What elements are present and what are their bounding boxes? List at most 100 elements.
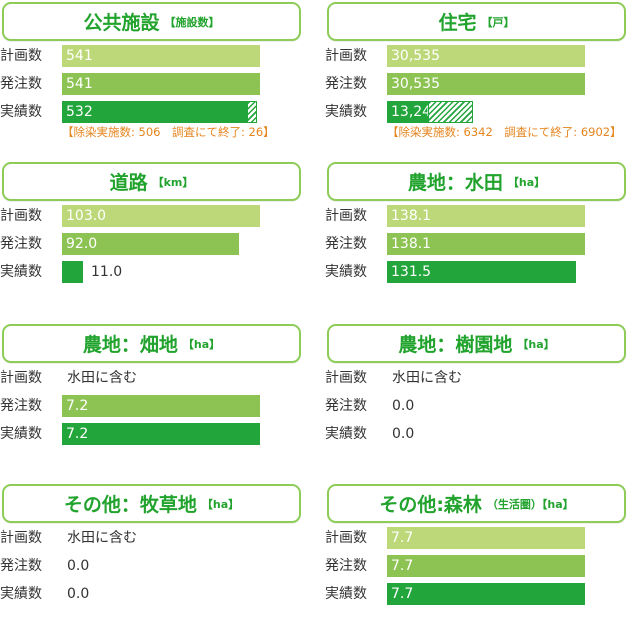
value-label: 水田に含む [67, 530, 137, 546]
row-label: 計画数 [325, 530, 367, 546]
chart-title-box: 農地：畑地 【ha】 [2, 324, 301, 363]
row-order: 発注数 0.0 [325, 395, 625, 417]
row-label: 実績数 [0, 104, 42, 120]
row-label: 発注数 [0, 236, 42, 252]
row-label: 実績数 [0, 264, 42, 280]
row-order: 発注数 30,535 [325, 73, 625, 95]
row-actual: 実績数 13,244 [325, 101, 625, 123]
value-label: 0.0 [392, 426, 415, 442]
row-plan: 計画数 水田に含む [0, 527, 300, 549]
chart-title: その他：牧草地 [63, 494, 197, 516]
row-order: 発注数 7.2 [0, 395, 300, 417]
row-label: 実績数 [325, 426, 367, 442]
value-label: 0.0 [392, 398, 415, 414]
row-label: 発注数 [0, 398, 42, 414]
bar-actual: 532 [62, 101, 247, 123]
bar-plan: 7.7 [387, 527, 585, 549]
row-label: 発注数 [325, 236, 367, 252]
bar-order: 92.0 [62, 233, 239, 255]
value-label: 131.5 [391, 264, 432, 280]
row-plan: 計画数 103.0 [0, 205, 300, 227]
chart-panel: 農地：樹園地 【ha】計画数 水田に含む 発注数 0.0 実績数 0.0 [325, 322, 626, 477]
breakdown-note: 【除染実施数: 6342 調査にて終了: 6902】 [387, 125, 622, 139]
bar-order: 138.1 [387, 233, 585, 255]
chart-panel: 農地：水田 【ha】 計画数 138.1 発注数 138.1 実績数 131.5 [325, 160, 626, 315]
value-label: 0.0 [67, 558, 90, 574]
chart-unit: 【戸】 [481, 15, 515, 29]
row-label: 実績数 [325, 264, 367, 280]
chart-panel: その他：牧草地 【ha】計画数 水田に含む発注数 0.0 実績数 0.0 [0, 482, 301, 637]
row-actual: 実績数 11.0 [0, 261, 300, 283]
bar-plan: 30,535 [387, 45, 585, 67]
chart-title: 農地：畑地 [82, 334, 178, 356]
row-plan: 計画数 水田に含む [0, 367, 300, 389]
bar-actual: 13,244 [387, 101, 440, 123]
row-label: 実績数 [0, 586, 42, 602]
chart-title: 道路 [109, 172, 148, 194]
value-label: 0.0 [67, 586, 90, 602]
chart-unit: 【ha】 [201, 497, 240, 511]
bar-order: 7.2 [62, 395, 260, 417]
chart-panel: 公共施設 【施設数】 計画数 541 発注数 541 実績数 532 【除染実施数: 506 調… [0, 0, 301, 155]
chart-title-box: 農地：水田 【ha】 [327, 162, 626, 201]
row-label: 発注数 [0, 76, 42, 92]
row-plan: 計画数 541 [0, 45, 300, 67]
row-label: 計画数 [0, 370, 42, 386]
chart-unit: 【ha】 [517, 337, 555, 351]
row-label: 計画数 [0, 530, 42, 546]
row-label: 計画数 [0, 48, 42, 64]
bar-actual [62, 261, 83, 283]
row-label: 実績数 [325, 586, 367, 602]
value-label: 541 [66, 76, 93, 92]
row-plan: 計画数 30,535 [325, 45, 625, 67]
chart-unit: 【施設数】 [164, 15, 220, 29]
chart-title-box: 農地：樹園地 【ha】 [327, 324, 626, 363]
chart-title: 農地：水田 [407, 172, 503, 194]
bar-survey-completed [428, 101, 473, 123]
chart-unit: 【ha】 [182, 337, 221, 351]
row-label: 発注数 [325, 558, 367, 574]
value-label: 7.7 [391, 530, 414, 546]
value-label: 532 [66, 104, 93, 120]
chart-title-box: その他：牧草地 【ha】 [2, 484, 301, 523]
value-label: 7.7 [391, 558, 414, 574]
row-label: 発注数 [0, 558, 42, 574]
value-label: 7.2 [66, 398, 89, 414]
chart-title: 農地：樹園地 [398, 334, 513, 356]
value-label: 13,244 [391, 104, 440, 120]
value-label: 7.7 [391, 586, 414, 602]
chart-unit: 【km】 [152, 175, 194, 189]
row-label: 計画数 [325, 208, 367, 224]
row-actual: 実績数 0.0 [0, 583, 300, 605]
bar-plan: 103.0 [62, 205, 260, 227]
row-label: 実績数 [0, 426, 42, 442]
row-order: 発注数 541 [0, 73, 300, 95]
chart-title: 住宅 [438, 12, 477, 34]
value-label: 水田に含む [67, 370, 137, 386]
value-label: 30,535 [391, 48, 440, 64]
bar-actual: 7.2 [62, 423, 260, 445]
chart-panel: 農地：畑地 【ha】計画数 水田に含む発注数 7.2 実績数 7.2 [0, 322, 301, 477]
value-label: 103.0 [66, 208, 107, 224]
value-label: 138.1 [391, 236, 432, 252]
bar-order: 7.7 [387, 555, 585, 577]
row-label: 計画数 [0, 208, 42, 224]
chart-title: 公共施設 [83, 12, 160, 34]
chart-title-box: 公共施設 【施設数】 [2, 2, 301, 41]
row-order: 発注数 92.0 [0, 233, 300, 255]
value-label: 30,535 [391, 76, 440, 92]
chart-unit: 【ha】 [507, 175, 546, 189]
value-label: 11.0 [91, 264, 123, 280]
chart-panel: 道路 【km】計画数 103.0 発注数 92.0 実績数 11.0 [0, 160, 301, 315]
row-actual: 実績数 7.7 [325, 583, 625, 605]
row-actual: 実績数 7.2 [0, 423, 300, 445]
row-plan: 計画数 138.1 [325, 205, 625, 227]
row-label: 計画数 [325, 48, 367, 64]
row-plan: 計画数 水田に含む [325, 367, 625, 389]
row-actual: 実績数 131.5 [325, 261, 625, 283]
chart-panel: 住宅 【戸】 計画数 30,535 発注数 30,535 実績数 13,244 【除染実施数: … [325, 0, 626, 155]
chart-title-box: 住宅 【戸】 [327, 2, 626, 41]
bar-actual: 7.7 [387, 583, 585, 605]
row-order: 発注数 138.1 [325, 233, 625, 255]
value-label: 541 [66, 48, 93, 64]
